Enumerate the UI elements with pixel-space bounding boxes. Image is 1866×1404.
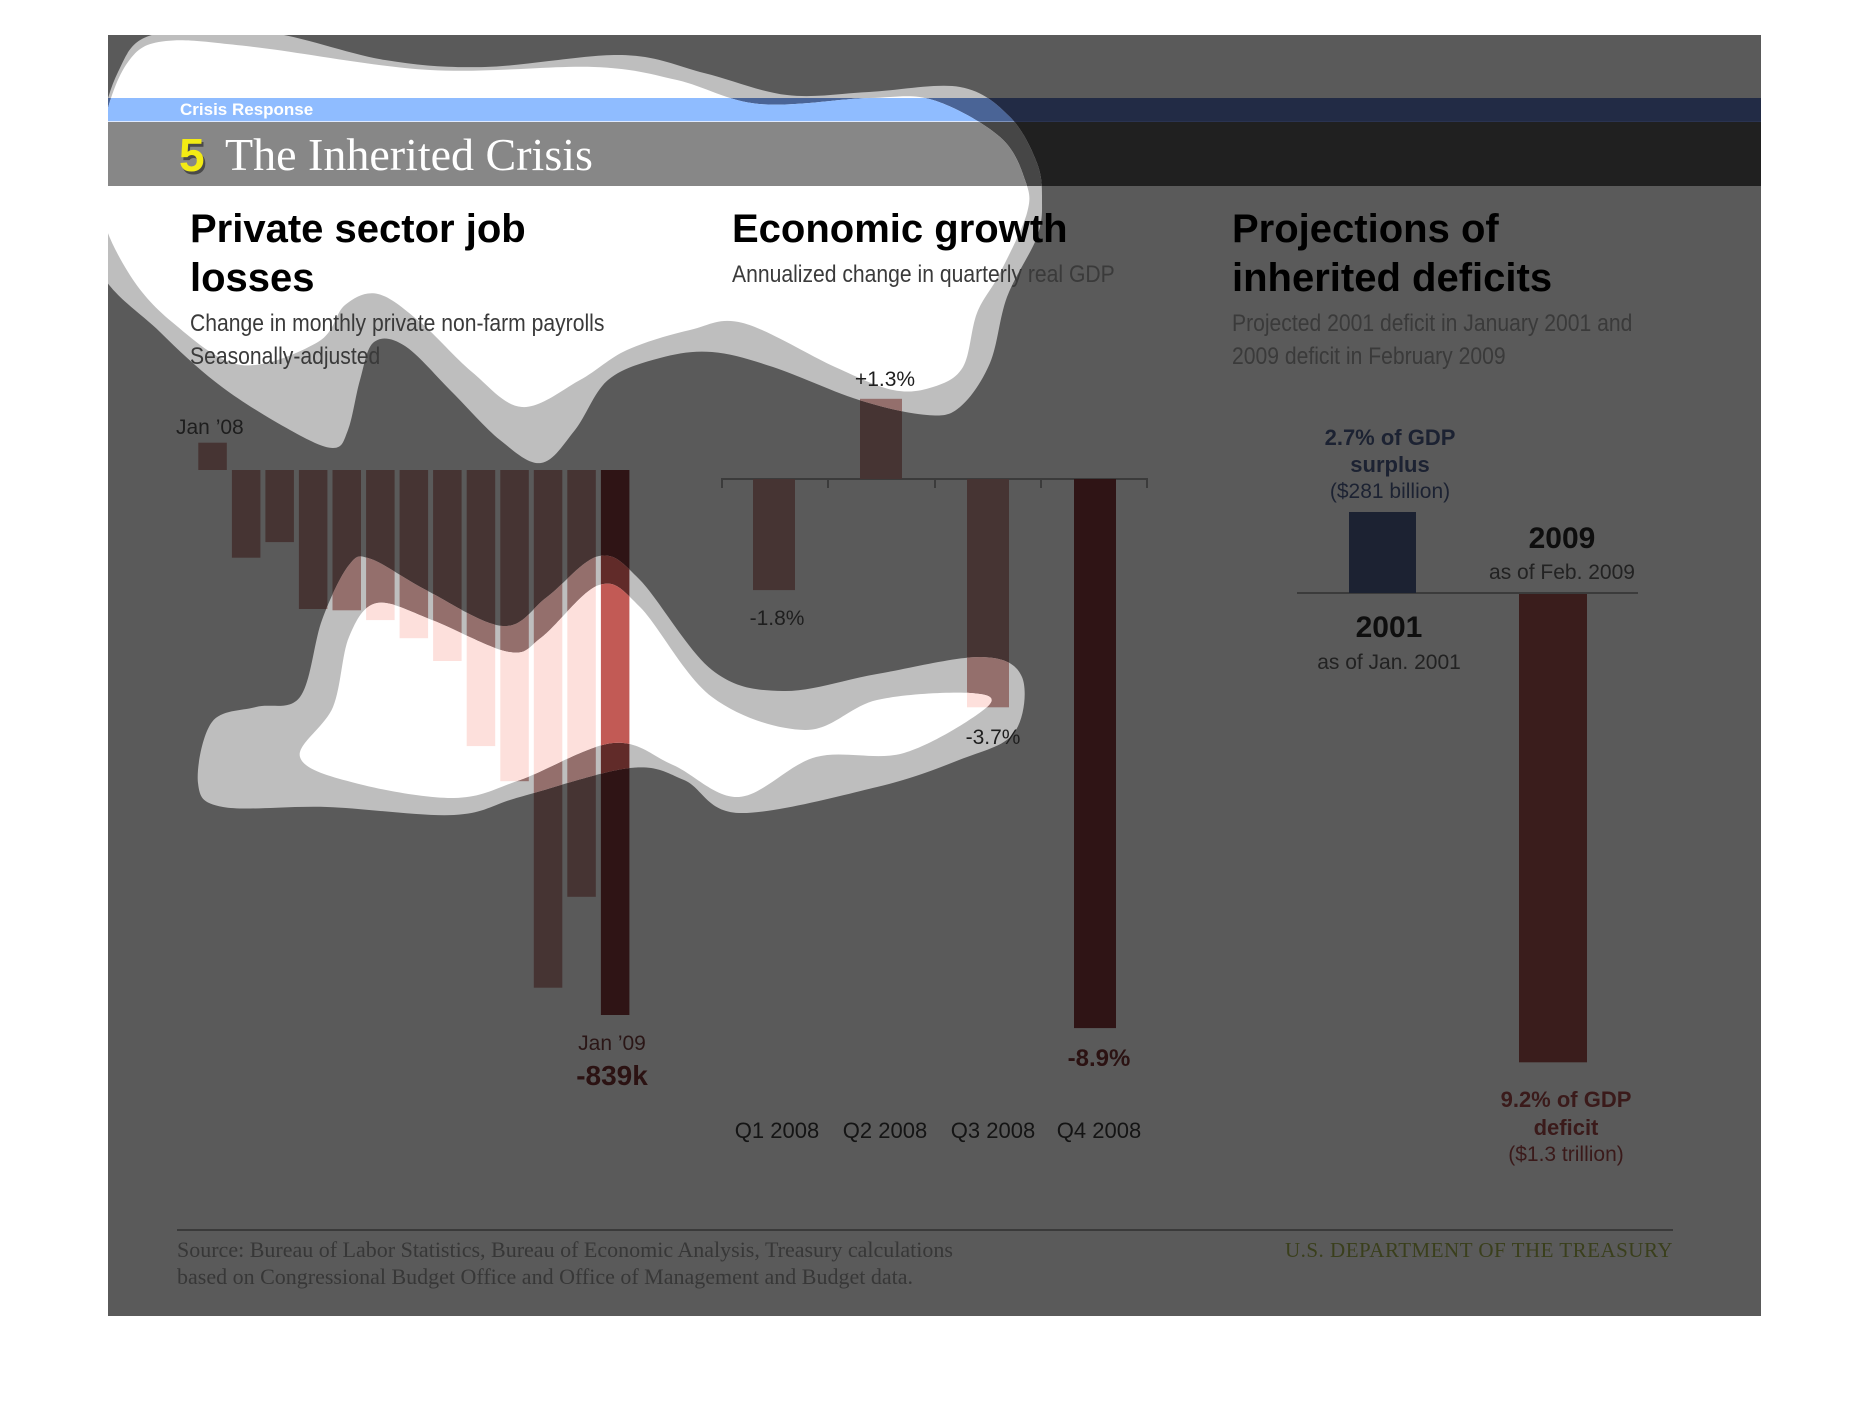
gdp-category-label: Q1 2008	[734, 1118, 820, 1143]
footer-divider	[177, 1229, 1673, 1231]
deficits-title-line: inherited deficits	[1232, 256, 1553, 300]
deficit-label-amount: ($1.3 trillion)	[1508, 1143, 1624, 1166]
job-losses-bar	[231, 470, 261, 558]
deficit-caption-2001: as of Jan. 2001	[1317, 651, 1461, 674]
surplus-label-amount: ($281 billion)	[1329, 480, 1451, 503]
gdp-value-label-q3: -3.7%	[965, 726, 1021, 749]
job-losses-bar	[298, 470, 328, 609]
deficits-title: Projections of inherited deficits	[1232, 205, 1552, 303]
gdp-bar	[1074, 479, 1116, 1029]
gdp-subtitle: Annualized change in quarterly real GDP	[732, 261, 1115, 288]
slide-title: The Inherited Crisis	[225, 129, 593, 180]
deficits-title-line: Projections of	[1232, 207, 1499, 251]
gdp-value-label-q4: -8.9%	[1067, 1045, 1131, 1072]
source-note: Source: Bureau of Labor Statistics, Bure…	[177, 1236, 953, 1290]
deficit-year-2009: 2009	[1528, 522, 1596, 555]
job-losses-last-value: -839k	[576, 1060, 648, 1091]
deficits-subtitle-line: Projected 2001 deficit in January 2001 a…	[1232, 310, 1633, 337]
deficits-subtitle-line: 2009 deficit in February 2009	[1232, 343, 1506, 370]
surplus-label-pct: 2.7% of GDP	[1324, 425, 1456, 450]
deficit-chart-bar-deficit	[1519, 594, 1587, 1063]
deficit-year-2001: 2001	[1355, 611, 1423, 644]
job-losses-title: Private sector job losses	[190, 205, 526, 303]
deficit-caption-2009: as of Feb. 2009	[1489, 561, 1635, 584]
gdp-category-label: Q3 2008	[950, 1118, 1036, 1143]
job-losses-bar	[198, 442, 227, 470]
deficit-chart-bar-surplus	[1349, 512, 1416, 593]
job-losses-subtitle: Change in monthly private non-farm payro…	[190, 307, 604, 373]
slide-number: 5	[179, 129, 205, 181]
section-label: Crisis Response	[180, 100, 314, 119]
source-note-line: Source: Bureau of Labor Statistics, Bure…	[177, 1237, 953, 1262]
job-losses-subtitle-line: Change in monthly private non-farm payro…	[190, 310, 605, 337]
job-losses-subtitle-line: Seasonally-adjusted	[190, 343, 381, 370]
gdp-title: Economic growth	[732, 207, 1068, 251]
surplus-label-kind: surplus	[1350, 452, 1430, 477]
deficit-label-pct: 9.2% of GDP	[1500, 1087, 1632, 1112]
gdp-bar	[860, 398, 902, 479]
job-losses-first-month-label: Jan ’08	[176, 416, 244, 439]
deficit-label-kind: deficit	[1533, 1115, 1599, 1140]
job-losses-bar	[265, 470, 294, 543]
gdp-category-label: Q2 2008	[842, 1118, 928, 1143]
job-losses-title-line: Private sector job	[190, 207, 526, 251]
gdp-value-label-q1: -1.8%	[749, 607, 805, 630]
gdp-category-label: Q4 2008	[1056, 1118, 1142, 1143]
source-note-line: based on Congressional Budget Office and…	[177, 1264, 913, 1289]
job-losses-title-line: losses	[190, 256, 315, 300]
deficits-subtitle: Projected 2001 deficit in January 2001 a…	[1232, 307, 1632, 373]
gdp-bar	[753, 479, 795, 591]
deficit-bars	[1349, 512, 1587, 1063]
gdp-value-label-q2: +1.3%	[854, 368, 916, 391]
job-losses-last-month-label: Jan ’09	[578, 1032, 646, 1055]
organization-name: U.S. DEPARTMENT OF THE TREASURY	[1284, 1238, 1673, 1262]
